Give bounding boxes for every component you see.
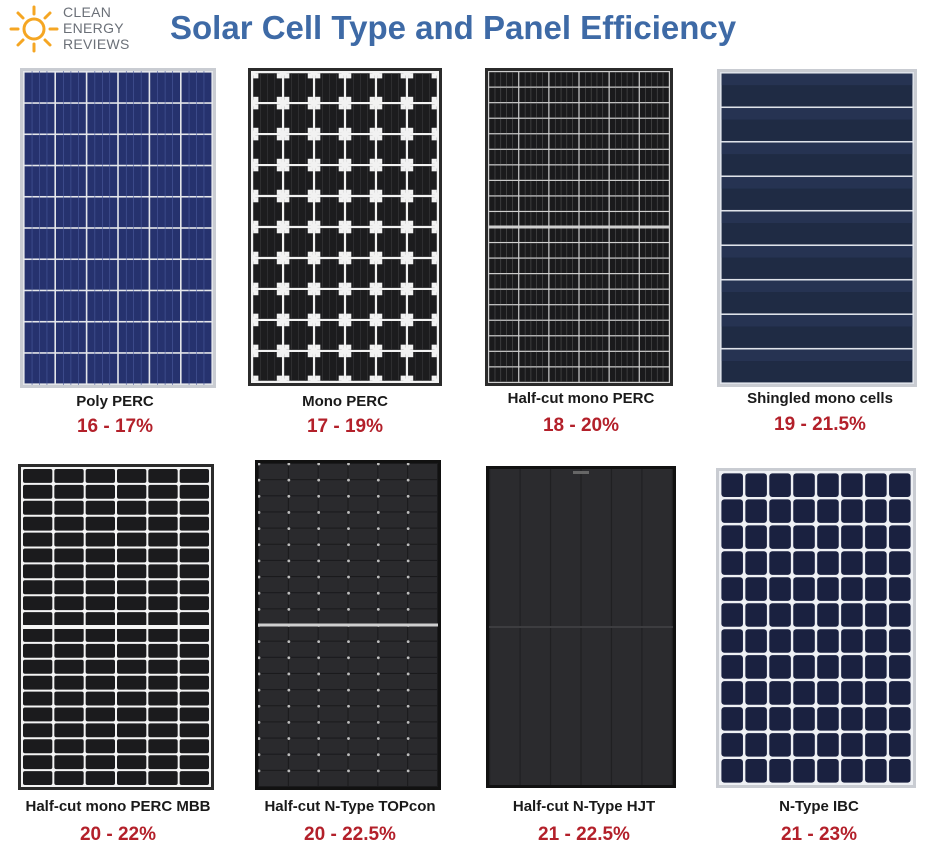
panel-type-label: Poly PERC: [76, 393, 154, 410]
efficiency-range: 17 - 19%: [306, 416, 384, 437]
sun-icon: [9, 5, 59, 53]
panel-card-n-type-ibc: N-Type IBC 21 - 23%: [708, 460, 930, 852]
solar-panel-illustration: [251, 71, 439, 383]
panel-image-mono-perc: [248, 68, 442, 386]
efficiency-range: 20 - 22.5%: [304, 824, 396, 845]
panel-image-half-cut-n-type-topcon: [255, 460, 441, 790]
efficiency-range: 20 - 22%: [79, 824, 157, 845]
panel-card-shingled-mono: Shingled mono cells 19 - 21.5%: [710, 64, 930, 444]
efficiency-range: 16 - 17%: [76, 416, 154, 437]
efficiency-range: 19 - 21.5%: [774, 414, 866, 435]
panel-type-label: Half-cut N-Type HJT: [512, 798, 656, 815]
panel-type-label: Mono PERC: [302, 393, 388, 410]
solar-panel-illustration: [258, 463, 438, 787]
solar-panel-illustration: [489, 469, 673, 785]
solar-panel-illustration: [21, 467, 211, 787]
panel-card-half-cut-mono-perc-mbb: Half-cut mono PERC MBB 20 - 22%: [8, 460, 228, 852]
solar-panel-illustration: [719, 471, 913, 785]
logo-line-2: ENERGY: [63, 20, 124, 36]
panel-type-label: N-Type IBC: [779, 798, 859, 815]
solar-panel-illustration: [23, 71, 213, 385]
panel-card-mono-perc: Mono PERC 17 - 19%: [240, 64, 450, 444]
logo-text: CLEAN ENERGY REVIEWS: [63, 4, 130, 52]
panel-image-half-cut-mono-perc-mbb: [18, 464, 214, 790]
logo-line-3: REVIEWS: [63, 36, 130, 52]
panel-type-label: Shingled mono cells: [747, 390, 893, 407]
panel-card-half-cut-mono-perc: Half-cut mono PERC 18 - 20%: [476, 64, 686, 444]
panel-type-label: Half-cut mono PERC MBB: [25, 798, 211, 815]
panel-type-label: Half-cut mono PERC: [507, 390, 655, 407]
panel-card-half-cut-n-type-hjt: Half-cut N-Type HJT 21 - 22.5%: [474, 460, 694, 852]
efficiency-range: 21 - 23%: [780, 824, 858, 845]
efficiency-range: 21 - 22.5%: [538, 824, 630, 845]
panel-card-poly-perc: Poly PERC 16 - 17%: [10, 64, 220, 444]
panel-card-half-cut-n-type-topcon: Half-cut N-Type TOPcon 20 - 22.5%: [240, 460, 460, 852]
panel-image-poly-perc: [20, 68, 216, 388]
solar-panel-illustration: [720, 72, 914, 384]
panel-image-half-cut-mono-perc: [485, 68, 673, 386]
panel-image-half-cut-n-type-hjt: [486, 466, 676, 788]
clean-energy-reviews-logo: CLEAN ENERGY REVIEWS: [6, 2, 146, 56]
panel-image-n-type-ibc: [716, 468, 916, 788]
panel-image-shingled-mono: [717, 69, 917, 387]
efficiency-range: 18 - 20%: [542, 415, 620, 436]
page-title: Solar Cell Type and Panel Efficiency: [170, 9, 737, 46]
logo-line-1: CLEAN: [63, 4, 112, 20]
panel-type-label: Half-cut N-Type TOPcon: [264, 798, 436, 815]
solar-panel-illustration: [488, 71, 670, 383]
